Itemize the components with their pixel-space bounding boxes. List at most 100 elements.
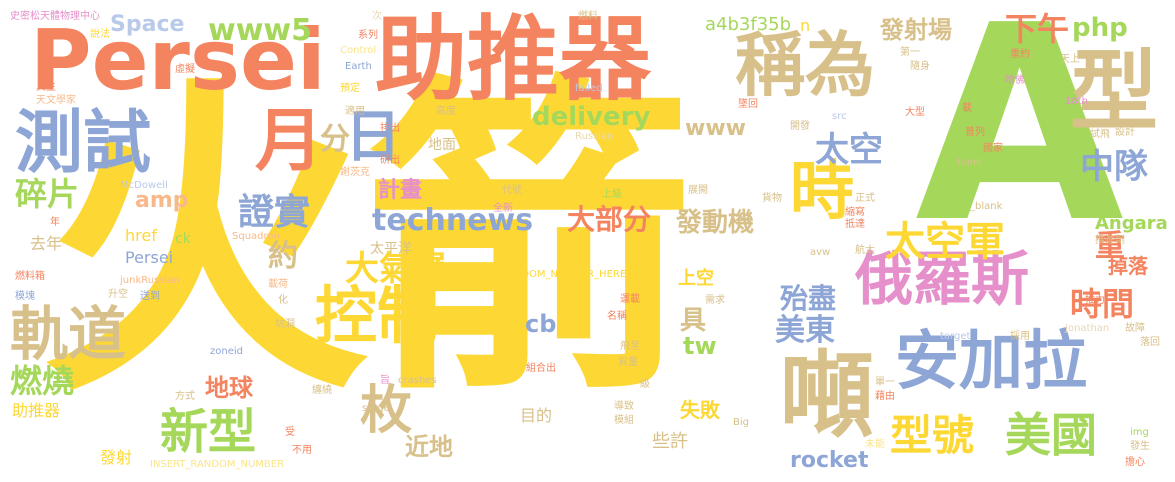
word-technews: technews: [372, 203, 534, 238]
word-kaifa: 開發: [790, 121, 810, 132]
word-dida: 抵達: [845, 219, 865, 230]
word-xiecike: 謝茨克: [340, 167, 370, 178]
word-suoxie: 縮寫: [845, 207, 865, 218]
word-chengwei: 稱為: [735, 24, 875, 106]
word-huojian: 火箭: [40, 51, 694, 435]
word-tianshang: 天上: [1060, 54, 1080, 65]
word-shifei: 試飛: [1090, 129, 1110, 140]
word-yanchu: 研出: [380, 155, 400, 166]
word-fashe: 發射: [100, 448, 133, 467]
word-xuni: 虛擬: [175, 64, 195, 75]
word-yue2: 約: [268, 239, 298, 274]
word-a4b3f35b: a4b3f35b: [705, 14, 792, 35]
word-jieyou: 藉由: [875, 391, 895, 402]
word-zhankai: 展開: [688, 185, 708, 196]
word-ranliaoxiang: 燃料箱: [15, 271, 45, 282]
word-shiyong: 適用: [345, 106, 365, 117]
word-zhutuiqi-small: 助推器: [12, 401, 61, 420]
word-jindi: 近地: [405, 433, 453, 461]
word-dimian: 地面: [428, 137, 456, 153]
word-shangji: 上級: [602, 189, 622, 200]
word-zhutuiqi: 助推器: [375, 6, 652, 113]
word-anjiala: 安加拉: [895, 325, 1087, 399]
word-xilie: 系列: [358, 30, 378, 41]
word-ji: 級: [640, 379, 650, 390]
word-kengdong: 坑洞: [275, 319, 295, 330]
word-fen: 分: [320, 122, 350, 157]
word-hua: 化: [278, 295, 288, 306]
word-quanxin: 全新: [493, 203, 513, 214]
word-songdao: 送到: [140, 291, 160, 302]
word-ceshi: 測試: [15, 104, 152, 183]
word-zhengshi: 證實: [238, 192, 311, 233]
word-daqiceng: 大氣層: [345, 249, 447, 289]
word-www5: www5: [208, 13, 313, 48]
word-xing: 型: [1070, 40, 1159, 143]
word-shijian: 時間: [1070, 285, 1135, 323]
word-nian: 年: [50, 217, 60, 228]
word-mudi: 目的: [520, 406, 553, 425]
word-big: Big: [733, 417, 749, 428]
word-zoneid: zoneid: [210, 346, 243, 357]
word-dabufen: 大部分: [567, 203, 652, 236]
word-yuding: 預定: [340, 83, 360, 94]
word-mei: 枚: [360, 381, 413, 441]
word-hunk: hunk: [957, 157, 982, 168]
word-18th: 18th: [1065, 96, 1088, 107]
word-weineng: 未能: [865, 439, 885, 450]
word-n: n: [800, 16, 811, 35]
word-img: img: [1130, 427, 1149, 438]
word-zhiliang: 質量: [618, 357, 638, 368]
word-yunzai: 運載: [620, 294, 640, 305]
word-src: src: [832, 111, 847, 122]
word-danxin: 擔心: [1125, 457, 1145, 468]
word-avw: avw: [810, 247, 831, 258]
word-feizhi: 飛至: [620, 341, 640, 352]
word-stage: stage: [362, 403, 390, 414]
word-zhongyue: 重約: [1010, 49, 1030, 60]
word-luohui: 落回: [1140, 337, 1160, 348]
word-angara: Angara: [1095, 213, 1168, 234]
word-guojia: 國家: [983, 143, 1003, 154]
word-taikongjun: 太空軍: [885, 219, 1005, 265]
word-xiawu: 下午: [1005, 10, 1070, 48]
word-ci: 次: [372, 11, 382, 22]
word-persei-small: Persei: [125, 248, 174, 267]
word-qunian: 去年: [30, 234, 63, 253]
word-target: target: [940, 331, 971, 342]
word-control: Control: [340, 45, 377, 56]
word-taikong: 太空: [815, 130, 883, 170]
word-zai: 載: [962, 103, 972, 114]
word-smithsonian: 史密松天體物理中心: [10, 11, 100, 22]
word-ju: 具: [680, 306, 707, 336]
word-kongzhi: 控制: [315, 279, 440, 352]
word-rocket: rocket: [790, 448, 869, 473]
word-daijin: 殆盡: [780, 282, 837, 315]
word-hafo: 哈佛: [1005, 75, 1025, 86]
word-zaihe: 載荷: [268, 279, 288, 290]
word-fadongji: 發動機: [676, 208, 755, 238]
word-fashechang: 發射場: [880, 16, 952, 44]
word-mokuai: 模塊: [15, 291, 35, 302]
word-tw: tw: [683, 332, 717, 360]
word-jonathan: Jonathan: [1065, 323, 1110, 334]
word-chanrao: 纏繞: [312, 385, 332, 396]
word-hangtai: 航太: [855, 245, 875, 256]
word-fangshi: 方式: [175, 391, 195, 402]
word-russian: Russian: [575, 131, 614, 142]
word-persei: Persei: [30, 11, 326, 109]
word-daihao: 代號: [502, 185, 522, 196]
word-suishen: 隨身: [910, 61, 930, 72]
word-php: php: [1072, 13, 1128, 43]
word-mingcheng: 名稱: [607, 311, 627, 322]
word-danyi: 單一: [875, 377, 895, 388]
word-xinghao: 型號: [890, 411, 975, 460]
word-delivery: delivery: [532, 102, 651, 132]
word-shi: 時: [790, 155, 854, 229]
word-zhengshi2: 正式: [855, 193, 875, 204]
word-buyong: 不用: [292, 445, 312, 456]
word-mozu: 模組: [614, 415, 634, 426]
word-tuili: 推力: [1085, 295, 1105, 306]
word-amp: amp: [135, 188, 189, 213]
